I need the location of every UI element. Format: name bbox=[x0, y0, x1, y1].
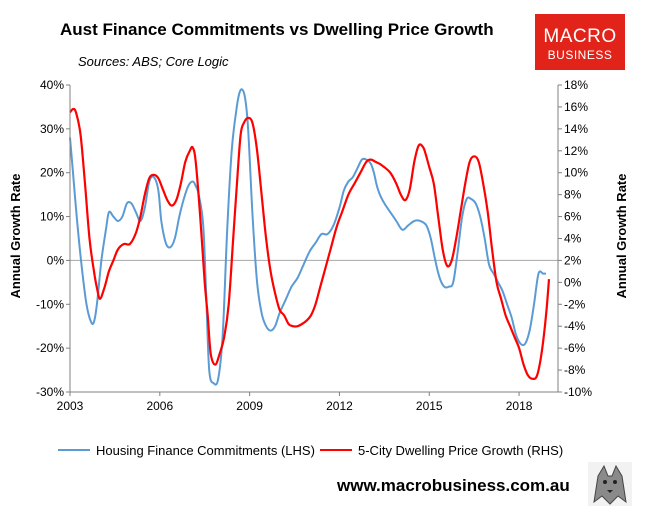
series-layer bbox=[69, 88, 551, 386]
y-tick-label-right: -8% bbox=[564, 363, 586, 377]
y-tick-label-left: 20% bbox=[40, 166, 64, 180]
series-line-dwelling-prices bbox=[69, 107, 551, 380]
wolf-icon bbox=[588, 462, 632, 506]
y-tick-label-right: 10% bbox=[564, 166, 588, 180]
chart-subtitle: Sources: ABS; Core Logic bbox=[78, 54, 229, 69]
legend: Housing Finance Commitments (LHS) 5-City… bbox=[58, 443, 563, 458]
y-tick-label-right: 18% bbox=[564, 78, 588, 92]
y-tick-label-left: 30% bbox=[40, 122, 64, 136]
y-tick-label-left: 40% bbox=[40, 78, 64, 92]
y-tick-label-right: -10% bbox=[564, 385, 592, 399]
legend-label-prices: 5-City Dwelling Price Growth (RHS) bbox=[358, 443, 563, 458]
y-tick-label-left: 0% bbox=[47, 253, 65, 267]
y-tick-label-right: 16% bbox=[564, 100, 588, 114]
y-axis-right-title: Annual Growth Rate bbox=[614, 174, 629, 299]
axis-layer: 40% 30% 20% 10% 0% -10% -20% -30% 18% 16% 14% 12% 10… bbox=[36, 78, 592, 413]
x-tick-label: 2015 bbox=[416, 399, 443, 413]
y-tick-label-right: 4% bbox=[564, 232, 582, 246]
legend-label-finance: Housing Finance Commitments (LHS) bbox=[96, 443, 315, 458]
y-tick-label-left: -20% bbox=[36, 341, 64, 355]
logo-line-1: MACRO bbox=[543, 26, 616, 47]
y-tick-label-right: 2% bbox=[564, 253, 582, 267]
plot-area: 40% 30% 20% 10% 0% -10% -20% -30% 18% 16% 14% 12% 10… bbox=[36, 78, 592, 413]
y-tick-label-left: 10% bbox=[40, 210, 64, 224]
macrobusiness-logo: MACRO BUSINESS bbox=[535, 14, 625, 70]
y-tick-label-left: -10% bbox=[36, 297, 64, 311]
y-tick-label-right: -2% bbox=[564, 297, 586, 311]
y-tick-label-right: 12% bbox=[564, 144, 588, 158]
y-tick-label-left: -30% bbox=[36, 385, 64, 399]
x-tick-label: 2009 bbox=[236, 399, 263, 413]
series-line-housing-finance bbox=[69, 88, 547, 386]
logo-box bbox=[535, 14, 625, 70]
chart-title: Aust Finance Commitments vs Dwelling Pri… bbox=[60, 20, 494, 39]
website-url: www.macrobusiness.com.au bbox=[336, 476, 570, 495]
x-tick-label: 2012 bbox=[326, 399, 353, 413]
y-tick-label-right: 14% bbox=[564, 122, 588, 136]
x-tick-label: 2003 bbox=[57, 399, 84, 413]
y-tick-label-right: 8% bbox=[564, 188, 582, 202]
y-axis-left-title: Annual Growth Rate bbox=[8, 174, 23, 299]
y-tick-label-right: 0% bbox=[564, 275, 582, 289]
logo-line-2: BUSINESS bbox=[548, 48, 613, 62]
x-tick-label: 2006 bbox=[146, 399, 173, 413]
x-tick-label: 2018 bbox=[506, 399, 533, 413]
y-tick-label-right: -6% bbox=[564, 341, 586, 355]
y-tick-label-right: 6% bbox=[564, 210, 582, 224]
y-tick-label-right: -4% bbox=[564, 319, 586, 333]
